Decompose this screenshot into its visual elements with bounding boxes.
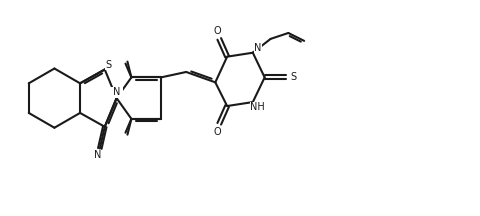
Text: O: O — [214, 26, 221, 36]
Text: NH: NH — [251, 102, 265, 112]
Text: S: S — [106, 60, 112, 70]
Text: N: N — [254, 43, 262, 53]
Text: S: S — [290, 72, 296, 82]
Text: N: N — [94, 150, 102, 160]
Text: N: N — [113, 87, 120, 97]
FancyBboxPatch shape — [111, 87, 122, 97]
Text: N: N — [111, 87, 118, 97]
Text: O: O — [214, 127, 221, 137]
